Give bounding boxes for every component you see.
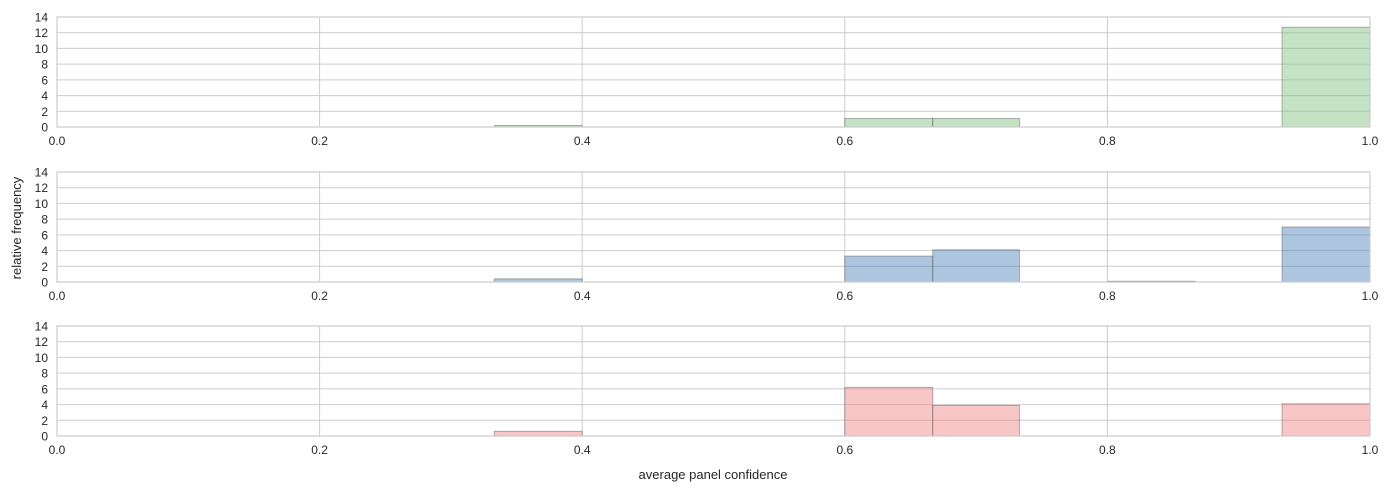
axes-frame (56, 325, 1371, 437)
y-tick-label: 14 (35, 11, 49, 25)
x-tick-label: 0.0 (49, 289, 66, 303)
histogram-bar (1281, 26, 1371, 128)
y-tick-label: 8 (41, 58, 48, 72)
x-tick-label: 0.6 (836, 134, 853, 148)
axes-frame (56, 171, 1371, 283)
plot-area (57, 172, 1370, 282)
histogram-bar (932, 117, 1020, 128)
x-tick-label: 0.4 (574, 134, 591, 148)
histogram-bar (844, 386, 934, 437)
y-tick-label: 10 (35, 197, 49, 211)
x-tick-label: 0.2 (311, 289, 328, 303)
x-tick-label: 1.0 (1362, 134, 1379, 148)
y-tick-label: 6 (41, 73, 48, 87)
axes-frame (56, 16, 1371, 128)
x-tick-label: 0.8 (1099, 443, 1116, 457)
histogram-bar (932, 249, 1020, 283)
y-axis-label: relative frequency (9, 176, 24, 279)
x-tick-label: 0.4 (574, 443, 591, 457)
y-tick-label: 8 (41, 367, 48, 381)
x-tick-label: 0.0 (49, 134, 66, 148)
y-tick-label: 4 (41, 89, 48, 103)
x-tick-label: 0.8 (1099, 134, 1116, 148)
x-tick-label: 0.6 (836, 289, 853, 303)
y-tick-label: 2 (41, 260, 48, 274)
y-tick-label: 2 (41, 414, 48, 428)
x-tick-label: 1.0 (1362, 443, 1379, 457)
y-tick-label: 6 (41, 228, 48, 242)
y-tick-label: 12 (35, 26, 49, 40)
x-axis-label: average panel confidence (639, 467, 788, 482)
histogram-bar (844, 117, 934, 128)
histogram-bar (932, 404, 1020, 437)
y-tick-label: 14 (35, 320, 49, 334)
plot-area (57, 326, 1370, 436)
x-tick-label: 0.2 (311, 443, 328, 457)
y-tick-label: 6 (41, 382, 48, 396)
x-tick-label: 0.6 (836, 443, 853, 457)
histogram-bar (844, 255, 934, 283)
x-tick-label: 0.0 (49, 443, 66, 457)
histogram-bar (1281, 226, 1371, 283)
y-tick-label: 14 (35, 166, 49, 180)
x-tick-label: 0.4 (574, 289, 591, 303)
y-tick-label: 0 (41, 430, 48, 444)
histogram-bar (1281, 403, 1371, 437)
y-tick-label: 0 (41, 121, 48, 135)
x-tick-label: 0.8 (1099, 289, 1116, 303)
y-tick-label: 10 (35, 351, 49, 365)
y-tick-label: 10 (35, 42, 49, 56)
y-tick-label: 8 (41, 213, 48, 227)
histogram-bar (493, 430, 583, 437)
y-tick-label: 4 (41, 398, 48, 412)
y-tick-label: 4 (41, 244, 48, 258)
y-tick-label: 12 (35, 181, 49, 195)
y-tick-label: 0 (41, 276, 48, 290)
x-tick-label: 1.0 (1362, 289, 1379, 303)
y-tick-label: 12 (35, 335, 49, 349)
x-tick-label: 0.2 (311, 134, 328, 148)
y-tick-label: 2 (41, 105, 48, 119)
plot-area (57, 17, 1370, 127)
